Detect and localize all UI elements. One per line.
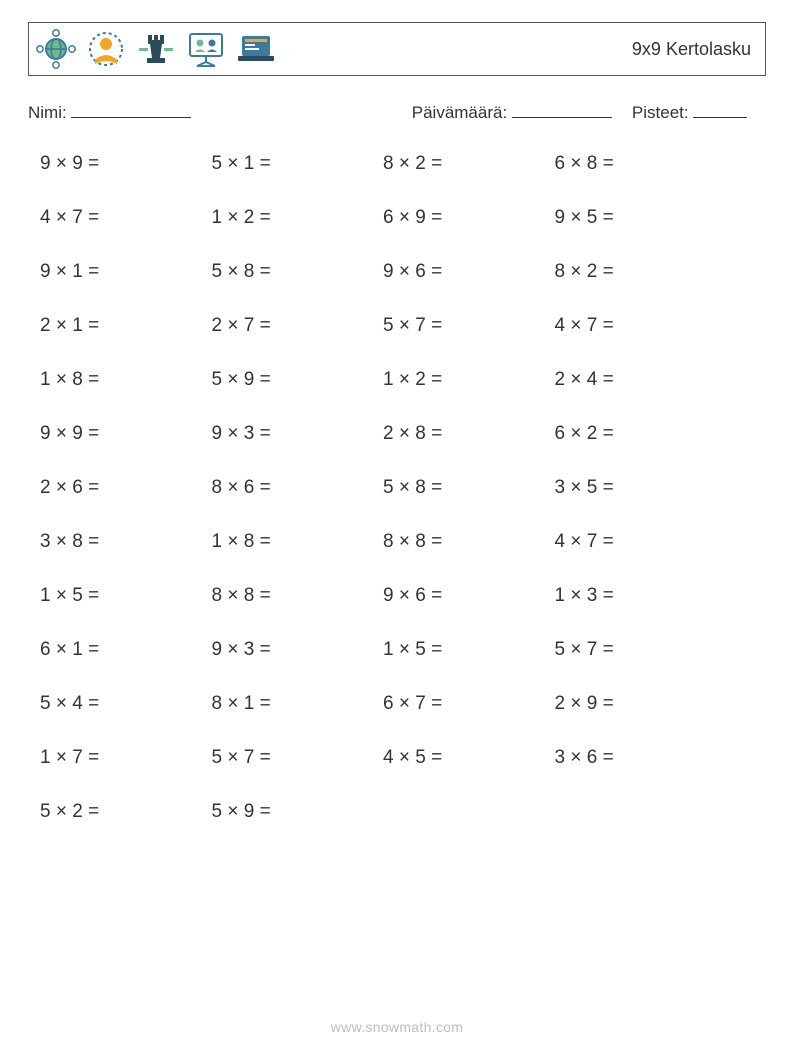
problem-cell: 4 × 7 = [555, 531, 727, 553]
name-blank[interactable] [71, 100, 191, 118]
problem-cell: 4 × 7 = [40, 207, 212, 229]
problem-cell: 5 × 7 = [212, 747, 384, 769]
problem-cell: 2 × 1 = [40, 315, 212, 337]
problem-cell: 2 × 8 = [383, 423, 555, 445]
problem-cell: 2 × 4 = [555, 369, 727, 391]
problem-cell: 6 × 1 = [40, 639, 212, 661]
problem-cell: 5 × 7 = [383, 315, 555, 337]
problem-cell: 9 × 1 = [40, 261, 212, 283]
presentation-icon [185, 28, 227, 70]
problem-cell: 1 × 5 = [40, 585, 212, 607]
problem-cell: 1 × 5 = [383, 639, 555, 661]
problem-cell: 9 × 6 = [383, 585, 555, 607]
problem-cell: 6 × 9 = [383, 207, 555, 229]
problem-cell: 6 × 7 = [383, 693, 555, 715]
problem-cell: 8 × 2 = [383, 153, 555, 175]
problem-cell: 9 × 6 = [383, 261, 555, 283]
problem-cell: 2 × 9 = [555, 693, 727, 715]
problem-cell: 6 × 2 = [555, 423, 727, 445]
chess-rook-icon [135, 28, 177, 70]
globe-network-icon [35, 28, 77, 70]
problem-cell: 4 × 7 = [555, 315, 727, 337]
problem-cell: 9 × 3 = [212, 423, 384, 445]
problem-cell: 1 × 8 = [212, 531, 384, 553]
problem-cell: 1 × 8 = [40, 369, 212, 391]
meta-row: Nimi: Päivämäärä: Pisteet: [28, 100, 766, 123]
problem-cell: 1 × 2 = [383, 369, 555, 391]
problem-cell: 8 × 8 = [383, 531, 555, 553]
problem-cell: 1 × 2 = [212, 207, 384, 229]
problem-cell: 8 × 6 = [212, 477, 384, 499]
problem-cell: 1 × 7 = [40, 747, 212, 769]
worksheet-page: 9x9 Kertolasku Nimi: Päivämäärä: Pisteet… [0, 0, 794, 1053]
meta-date: Päivämäärä: [412, 100, 612, 123]
date-label: Päivämäärä: [412, 103, 507, 122]
problem-cell: 1 × 3 = [555, 585, 727, 607]
name-label: Nimi: [28, 103, 67, 122]
date-blank[interactable] [512, 100, 612, 118]
problem-cell: 6 × 8 = [555, 153, 727, 175]
footer-text: www.snowmath.com [0, 1019, 794, 1035]
problem-cell: 5 × 1 = [212, 153, 384, 175]
score-blank[interactable] [693, 100, 747, 118]
problem-cell: 5 × 7 = [555, 639, 727, 661]
problem-cell: 5 × 4 = [40, 693, 212, 715]
problem-cell: 2 × 7 = [212, 315, 384, 337]
header-icons [35, 28, 277, 70]
score-label: Pisteet: [632, 103, 689, 122]
problem-cell: 3 × 8 = [40, 531, 212, 553]
problem-cell: 4 × 5 = [383, 747, 555, 769]
problem-cell: 9 × 3 = [212, 639, 384, 661]
header-box: 9x9 Kertolasku [28, 22, 766, 76]
problems-grid: 9 × 9 =5 × 1 =8 × 2 =6 × 8 =4 × 7 =1 × 2… [28, 153, 766, 823]
problem-cell: 3 × 6 = [555, 747, 727, 769]
problem-cell: 5 × 8 = [383, 477, 555, 499]
problem-cell: 9 × 9 = [40, 423, 212, 445]
meta-name: Nimi: [28, 100, 412, 123]
problem-cell: 5 × 9 = [212, 801, 384, 823]
problem-cell: 8 × 1 = [212, 693, 384, 715]
problem-cell: 3 × 5 = [555, 477, 727, 499]
meta-score: Pisteet: [632, 100, 747, 123]
problem-cell: 5 × 2 = [40, 801, 212, 823]
person-badge-icon [85, 28, 127, 70]
problem-cell: 9 × 5 = [555, 207, 727, 229]
worksheet-title: 9x9 Kertolasku [632, 39, 755, 60]
problem-cell: 9 × 9 = [40, 153, 212, 175]
laptop-icon [235, 28, 277, 70]
problem-cell: 5 × 8 = [212, 261, 384, 283]
problem-cell: 2 × 6 = [40, 477, 212, 499]
problem-cell: 8 × 8 = [212, 585, 384, 607]
problem-cell: 8 × 2 = [555, 261, 727, 283]
problem-cell: 5 × 9 = [212, 369, 384, 391]
